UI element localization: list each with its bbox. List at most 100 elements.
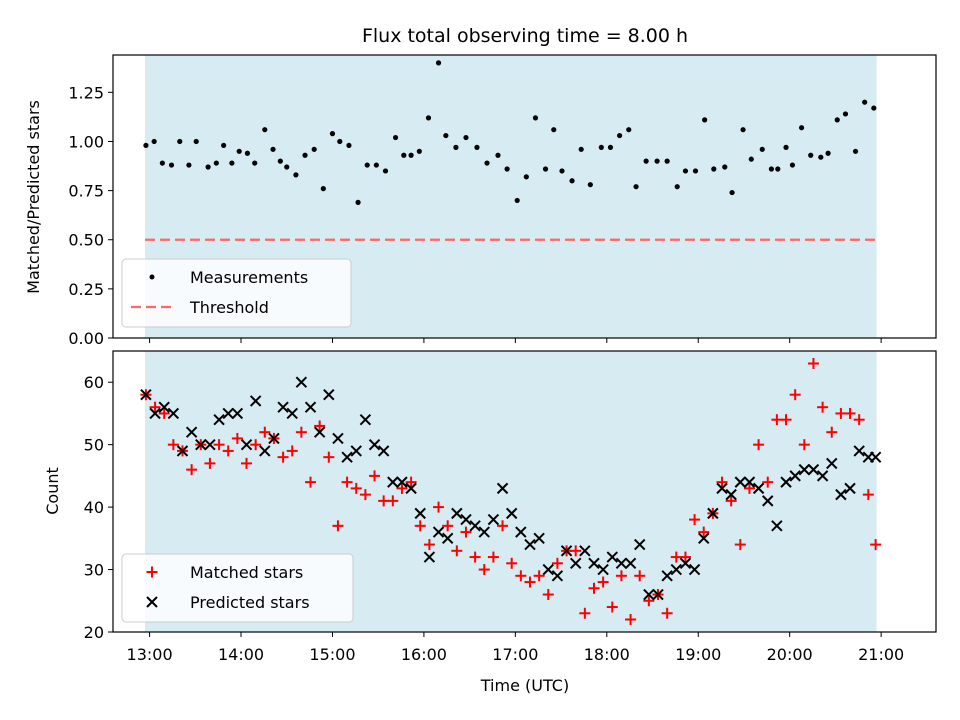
counts-legend-box — [121, 553, 354, 623]
matched-star-point — [853, 414, 865, 426]
matched-star-point — [698, 526, 710, 538]
matched-star-point — [734, 539, 746, 551]
measurement-point — [151, 138, 157, 145]
measurement-point — [293, 172, 299, 178]
predicted-star-point — [323, 389, 335, 401]
predicted-star-point — [222, 407, 234, 420]
measurement-points — [143, 60, 877, 205]
measurement-point — [443, 132, 449, 139]
predicted-star-point — [789, 470, 801, 482]
predicted-star-point — [835, 488, 847, 501]
measurement-point — [484, 160, 490, 166]
predicted-star-point — [195, 438, 207, 451]
matched-star-points — [140, 357, 882, 626]
predicted-star-point — [176, 445, 189, 457]
legend-predicted-label: Predicted stars — [190, 593, 310, 612]
predicted-star-point — [588, 557, 600, 570]
matched-star-point — [661, 607, 673, 619]
predicted-star-point — [213, 413, 225, 426]
measurement-point — [193, 138, 199, 145]
measurement-point — [252, 160, 258, 166]
measurement-point — [435, 60, 442, 66]
predicted-star-point — [167, 407, 180, 420]
predicted-star-point — [478, 526, 490, 538]
matched-star-point — [753, 439, 765, 451]
matched-star-point — [387, 495, 399, 507]
legend-predicted-marker — [146, 596, 158, 608]
y-tick-label: 60 — [84, 373, 104, 392]
measurement-point — [523, 174, 529, 180]
y-tick-label: 1.25 — [68, 83, 104, 102]
predicted-star-point — [313, 426, 326, 438]
measurement-point — [514, 197, 520, 204]
predicted-star-point — [359, 413, 372, 426]
measurement-point — [852, 148, 859, 154]
predicted-star-point — [643, 588, 655, 601]
predicted-star-point — [688, 563, 701, 576]
measurement-point — [740, 127, 746, 133]
predicted-star-point — [853, 445, 865, 457]
measurement-point — [789, 162, 796, 168]
measurement-point — [775, 166, 781, 172]
matched-star-point — [433, 501, 445, 513]
matched-star-point — [817, 401, 829, 413]
predicted-star-point — [350, 445, 362, 457]
y-tick-label: 30 — [84, 561, 104, 580]
y-tick-label: 0.75 — [68, 182, 104, 201]
predicted-star-point — [652, 588, 664, 601]
predicted-star-point — [405, 482, 417, 495]
matched-star-point — [789, 389, 801, 401]
predicted-star-point — [597, 563, 609, 576]
matched-star-point — [597, 576, 609, 588]
measurement-point — [664, 158, 670, 164]
counts-x-ticks: 13:00 14:00 15:00 16:00 17:00 18:00 19:00 20:00… — [127, 632, 904, 664]
measurement-point — [643, 158, 649, 164]
measurement-point — [474, 144, 480, 150]
measurement-point — [532, 115, 539, 121]
legend-matched-label: Matched stars — [190, 563, 303, 582]
matched-star-point — [359, 489, 371, 501]
x-tick-label: 14:00 — [218, 645, 264, 664]
matched-star-point — [762, 476, 774, 488]
measurement-point — [186, 162, 192, 168]
measurement-point — [783, 144, 789, 150]
matched-star-point — [369, 470, 381, 482]
matched-star-point — [689, 514, 701, 526]
measurement-point — [463, 134, 469, 141]
predicted-star-point — [277, 401, 289, 413]
predicted-star-point — [869, 451, 882, 463]
x-tick-label: 19:00 — [675, 645, 721, 664]
matched-star-point — [870, 539, 882, 551]
measurement-point — [808, 152, 814, 158]
ratio-panel: 0.00 0.25 0.50 0.75 1.00 1.25 Matched/Predict… — [24, 54, 937, 348]
predicted-star-points — [140, 376, 882, 601]
matched-star-point — [414, 520, 426, 532]
measurement-point — [759, 146, 765, 152]
predicted-star-point — [387, 476, 399, 488]
measurement-point — [392, 134, 399, 141]
matched-star-point — [323, 451, 335, 463]
measurement-point — [559, 168, 565, 174]
ratio-x-ticks — [149, 338, 882, 343]
predicted-star-point — [560, 545, 573, 557]
measurement-point — [674, 184, 680, 190]
matched-star-point — [341, 476, 353, 488]
measurement-point — [768, 166, 775, 172]
x-tick-label: 15:00 — [309, 645, 355, 664]
measurement-point — [711, 166, 717, 172]
predicted-star-point — [487, 513, 500, 526]
predicted-star-point — [396, 476, 408, 488]
measurement-point — [270, 146, 276, 152]
predicted-star-point — [496, 482, 509, 495]
measurement-point — [355, 199, 361, 205]
matched-star-point — [204, 457, 216, 469]
matched-star-point — [423, 539, 435, 551]
matched-star-point — [570, 545, 582, 557]
measurement-point — [453, 144, 459, 150]
predicted-star-point — [542, 563, 554, 576]
predicted-star-point — [140, 389, 152, 401]
predicted-star-point — [240, 438, 253, 451]
measurement-point — [262, 127, 268, 133]
measurement-point — [798, 125, 805, 131]
